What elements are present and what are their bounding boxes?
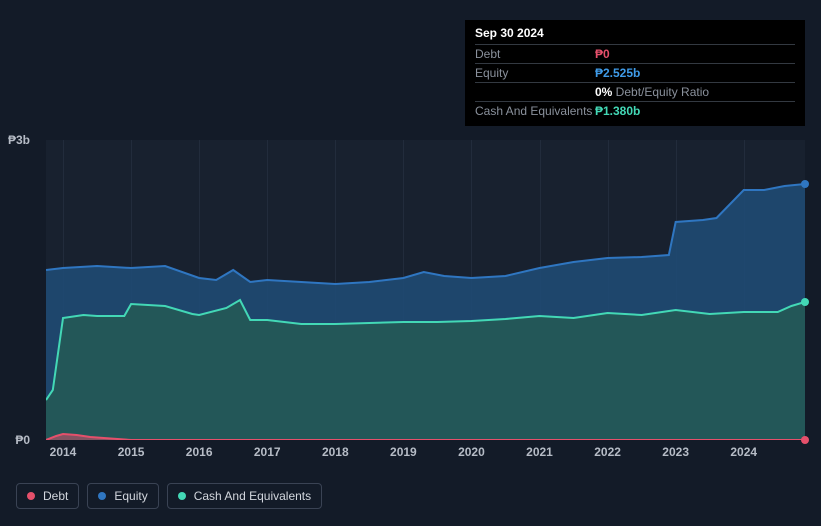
tooltip-table: Debt ₱0 Equity ₱2.525b 0% Debt/Equity Ra… (475, 44, 795, 120)
x-tick-label: 2018 (322, 445, 349, 459)
x-tick-label: 2021 (526, 445, 553, 459)
x-tick-label: 2014 (50, 445, 77, 459)
chart-legend: Debt Equity Cash And Equivalents (16, 483, 322, 509)
tooltip-value-cash: ₱1.380b (595, 102, 795, 121)
tooltip-value-debt: ₱0 (595, 45, 795, 64)
chart-svg (46, 140, 805, 440)
x-tick-label: 2015 (118, 445, 145, 459)
legend-dot-icon (98, 492, 106, 500)
legend-item-equity[interactable]: Equity (87, 483, 158, 509)
legend-item-cash[interactable]: Cash And Equivalents (167, 483, 322, 509)
x-tick-label: 2019 (390, 445, 417, 459)
end-marker-debt (801, 436, 809, 444)
legend-dot-icon (27, 492, 35, 500)
tooltip-date: Sep 30 2024 (475, 26, 795, 44)
x-tick-label: 2023 (662, 445, 689, 459)
tooltip-label: Debt (475, 45, 595, 64)
legend-item-debt[interactable]: Debt (16, 483, 79, 509)
legend-label: Equity (114, 489, 147, 503)
x-tick-label: 2024 (730, 445, 757, 459)
x-tick-label: 2017 (254, 445, 281, 459)
x-tick-label: 2022 (594, 445, 621, 459)
x-tick-label: 2016 (186, 445, 213, 459)
tooltip-row-ratio: 0% Debt/Equity Ratio (475, 83, 795, 102)
y-axis-label-max: ₱3b (8, 133, 30, 147)
tooltip-label: Equity (475, 64, 595, 83)
tooltip-label: Cash And Equivalents (475, 102, 595, 121)
chart-tooltip: Sep 30 2024 Debt ₱0 Equity ₱2.525b 0% De… (465, 20, 805, 126)
legend-label: Cash And Equivalents (194, 489, 311, 503)
tooltip-value-equity: ₱2.525b (595, 64, 795, 83)
tooltip-label (475, 83, 595, 102)
tooltip-row-debt: Debt ₱0 (475, 45, 795, 64)
end-marker-cash (801, 298, 809, 306)
legend-dot-icon (178, 492, 186, 500)
chart-plot-area[interactable] (46, 140, 805, 440)
tooltip-row-cash: Cash And Equivalents ₱1.380b (475, 102, 795, 121)
tooltip-value-ratio: 0% Debt/Equity Ratio (595, 83, 795, 102)
x-tick-label: 2020 (458, 445, 485, 459)
legend-label: Debt (43, 489, 68, 503)
y-axis-label-min: ₱0 (15, 433, 30, 447)
tooltip-row-equity: Equity ₱2.525b (475, 64, 795, 83)
end-marker-equity (801, 180, 809, 188)
chart-container: ₱3b ₱0 201420152016201720182019202020212… (16, 120, 805, 465)
